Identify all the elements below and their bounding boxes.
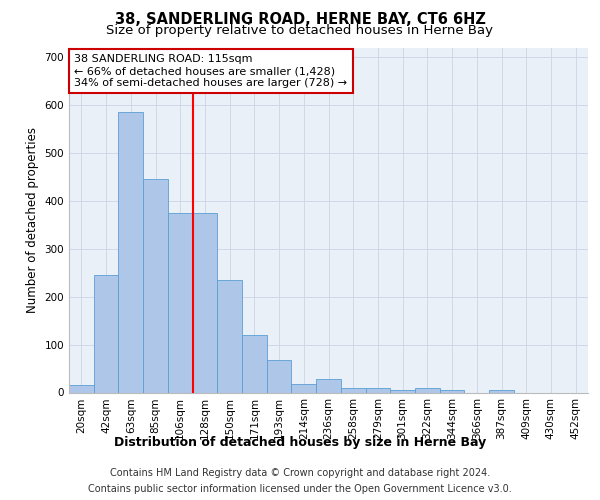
Bar xyxy=(341,388,365,392)
Bar xyxy=(316,379,341,392)
Bar xyxy=(440,390,464,392)
Bar xyxy=(217,280,242,392)
Bar xyxy=(143,180,168,392)
Text: Size of property relative to detached houses in Herne Bay: Size of property relative to detached ho… xyxy=(107,24,493,37)
Bar xyxy=(69,386,94,392)
Bar xyxy=(242,335,267,392)
Bar xyxy=(267,360,292,392)
Bar xyxy=(193,213,217,392)
Bar xyxy=(390,390,415,392)
Bar xyxy=(415,388,440,392)
Text: 38 SANDERLING ROAD: 115sqm
← 66% of detached houses are smaller (1,428)
34% of s: 38 SANDERLING ROAD: 115sqm ← 66% of deta… xyxy=(74,54,347,88)
Bar xyxy=(365,388,390,392)
Text: Distribution of detached houses by size in Herne Bay: Distribution of detached houses by size … xyxy=(114,436,486,449)
Text: Contains public sector information licensed under the Open Government Licence v3: Contains public sector information licen… xyxy=(88,484,512,494)
Bar xyxy=(489,390,514,392)
Text: Contains HM Land Registry data © Crown copyright and database right 2024.: Contains HM Land Registry data © Crown c… xyxy=(110,468,490,477)
Bar xyxy=(118,112,143,392)
Text: 38, SANDERLING ROAD, HERNE BAY, CT6 6HZ: 38, SANDERLING ROAD, HERNE BAY, CT6 6HZ xyxy=(115,12,485,28)
Bar xyxy=(168,213,193,392)
Bar xyxy=(292,384,316,392)
Y-axis label: Number of detached properties: Number of detached properties xyxy=(26,127,39,313)
Bar xyxy=(94,275,118,392)
